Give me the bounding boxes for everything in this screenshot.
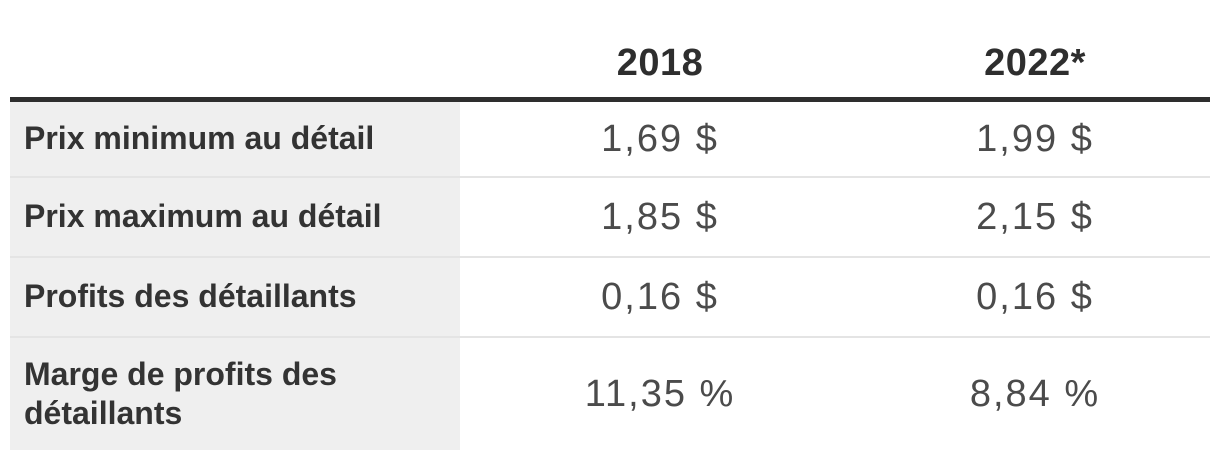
row-label: Profits des détaillants	[10, 258, 460, 336]
column-header-empty	[10, 85, 460, 97]
table-row: Prix maximum au détail 1,85 $ 2,15 $	[10, 176, 1210, 256]
price-comparison-table: 2018 2022* Prix minimum au détail 1,69 $…	[10, 0, 1210, 450]
row-label: Marge de profits des détaillants	[10, 338, 460, 450]
table-header-row: 2018 2022*	[10, 0, 1210, 102]
value-cell-2022: 0,16 $	[860, 258, 1210, 336]
value-cell-2022: 8,84 %	[860, 338, 1210, 450]
table-row: Prix minimum au détail 1,69 $ 1,99 $	[10, 102, 1210, 176]
table-row: Marge de profits des détaillants 11,35 %…	[10, 336, 1210, 450]
column-header-2022: 2022*	[984, 42, 1086, 84]
value-cell-2018: 1,85 $	[460, 178, 860, 256]
row-label: Prix minimum au détail	[10, 102, 460, 176]
value-cell-2022: 2,15 $	[860, 178, 1210, 256]
row-label: Prix maximum au détail	[10, 178, 460, 256]
value-cell-2018: 0,16 $	[460, 258, 860, 336]
value-cell-2018: 1,69 $	[460, 102, 860, 176]
column-header-2018: 2018	[616, 42, 704, 84]
table-row: Profits des détaillants 0,16 $ 0,16 $	[10, 256, 1210, 336]
value-cell-2022: 1,99 $	[860, 102, 1210, 176]
value-cell-2018: 11,35 %	[460, 338, 860, 450]
